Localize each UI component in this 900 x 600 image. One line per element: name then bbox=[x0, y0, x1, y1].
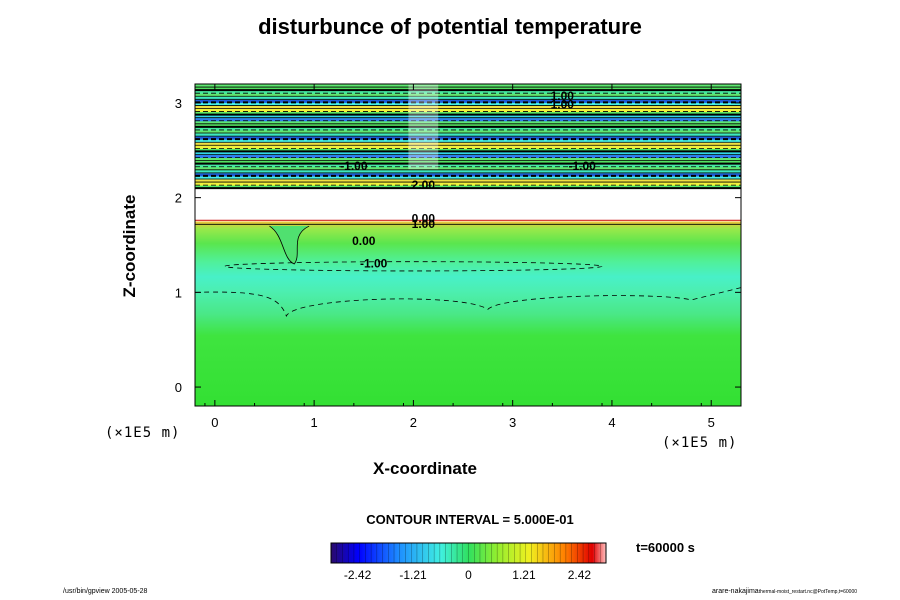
y-tick-label: 3 bbox=[175, 96, 182, 111]
upper-band bbox=[195, 157, 741, 162]
upper-band bbox=[195, 99, 741, 103]
upper-band bbox=[195, 136, 741, 140]
upper-band bbox=[195, 154, 741, 159]
lower-layer-field bbox=[195, 221, 741, 406]
upper-band bbox=[195, 169, 741, 174]
footer-file: thermal-moist_restart.nc@PotTemp,t=60000 bbox=[758, 589, 858, 595]
contour-label: -1.00 bbox=[340, 159, 368, 173]
cold-contour bbox=[224, 261, 603, 272]
upper-band bbox=[195, 126, 741, 131]
upper-band bbox=[195, 90, 741, 94]
time-label: t=60000 s bbox=[636, 540, 695, 555]
upper-band bbox=[195, 182, 741, 186]
colorbar-tick-label: -1.21 bbox=[399, 568, 427, 582]
contour-label: 1.00 bbox=[412, 217, 436, 231]
x-tick-label: 0 bbox=[211, 415, 218, 430]
upper-band bbox=[195, 93, 741, 97]
colorbar-tick-label: 0 bbox=[465, 568, 472, 582]
upper-band bbox=[195, 133, 741, 137]
colorbar-tick-label: -2.42 bbox=[344, 568, 372, 582]
upper-band bbox=[195, 114, 741, 119]
upper-band bbox=[195, 102, 741, 106]
y-tick-label: 0 bbox=[175, 380, 182, 395]
upper-band bbox=[195, 105, 741, 110]
upper-band bbox=[195, 178, 741, 183]
contour-label: 0.00 bbox=[352, 234, 376, 248]
upper-band bbox=[195, 166, 741, 171]
colorbar-tick-label: 2.42 bbox=[568, 568, 592, 582]
x-tick-label: 5 bbox=[708, 415, 715, 430]
y-tick-label: 2 bbox=[175, 191, 182, 206]
contour-label: -1.00 bbox=[568, 159, 596, 173]
upper-band bbox=[195, 96, 741, 100]
upper-band bbox=[195, 175, 741, 180]
half-contour bbox=[195, 287, 741, 318]
upper-band bbox=[195, 120, 741, 125]
upper-band bbox=[195, 172, 741, 177]
x-tick-label: 1 bbox=[311, 415, 318, 430]
footer-source: arare-nakajimathermal-moist_restart.nc@P… bbox=[712, 588, 857, 595]
upper-band bbox=[195, 148, 741, 152]
y-tick-label: 1 bbox=[175, 285, 182, 300]
upper-band bbox=[195, 145, 741, 149]
blank-band bbox=[195, 188, 741, 222]
plume-contour bbox=[269, 225, 310, 265]
contour-label: 2.00 bbox=[412, 178, 436, 192]
upper-band bbox=[195, 160, 741, 165]
footer-command: /usr/bin/gpview 2005-05-28 bbox=[63, 588, 148, 595]
upper-band bbox=[195, 139, 741, 143]
contour-interval: CONTOUR INTERVAL = 5.000E-01 bbox=[366, 512, 574, 527]
upper-band bbox=[195, 87, 741, 91]
y-axis-unit: (×1E5 m) bbox=[105, 425, 181, 441]
x-tick-label: 4 bbox=[608, 415, 615, 430]
x-tick-label: 2 bbox=[410, 415, 417, 430]
upper-band bbox=[195, 123, 741, 128]
upper-band bbox=[195, 84, 741, 88]
upper-band bbox=[195, 142, 741, 146]
contour-label: 1.00 bbox=[551, 89, 575, 103]
disturbance-column bbox=[408, 84, 439, 170]
upper-band bbox=[195, 111, 741, 116]
x-axis-label: X-coordinate bbox=[373, 459, 477, 478]
footer-author: arare-nakajima bbox=[712, 588, 759, 595]
upper-band bbox=[195, 108, 741, 113]
contour-label: 1.00 bbox=[551, 98, 575, 112]
chart-title: disturbunce of potential temperature bbox=[258, 14, 642, 39]
y-axis-label: Z-coordinate bbox=[120, 194, 139, 298]
x-axis-unit: (×1E5 m) bbox=[662, 435, 738, 451]
upper-band bbox=[195, 151, 741, 155]
contour-label: -1.00 bbox=[360, 257, 388, 271]
upper-band bbox=[195, 129, 741, 134]
upper-band bbox=[195, 185, 741, 189]
upper-band bbox=[195, 163, 741, 168]
x-tick-label: 3 bbox=[509, 415, 516, 430]
colorbar-tick-label: 1.21 bbox=[512, 568, 536, 582]
contour-label: 0.00 bbox=[412, 211, 436, 225]
upper-band bbox=[195, 117, 741, 122]
